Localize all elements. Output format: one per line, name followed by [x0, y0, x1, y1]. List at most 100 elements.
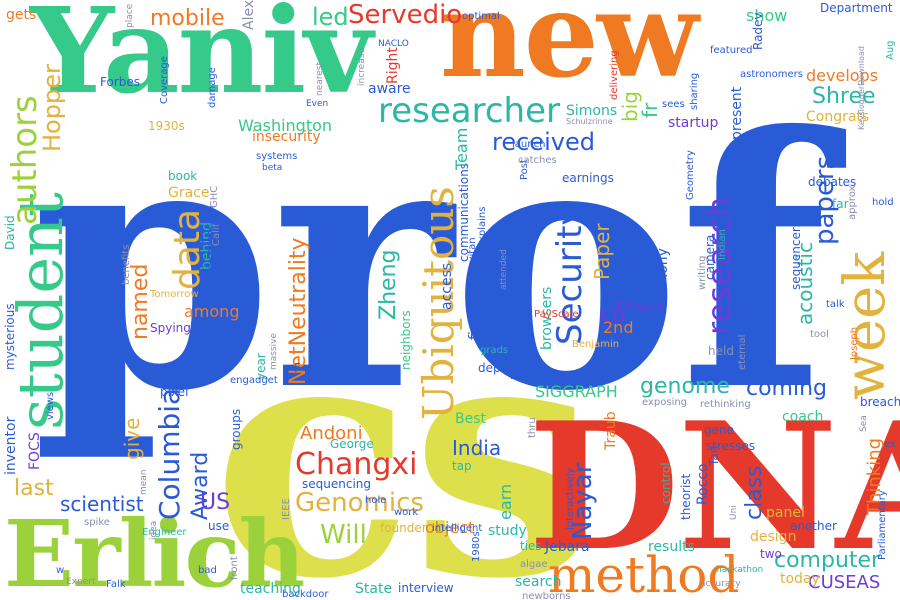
word-w: w [56, 565, 65, 576]
word-accuracy: accuracy [700, 579, 741, 589]
word-George: George [330, 437, 374, 451]
word-control: control [659, 462, 673, 504]
word-US: US [200, 490, 231, 515]
word-Congrats: Congrats [806, 109, 870, 125]
word-GHC: GHC [209, 185, 220, 208]
word-design: design [750, 529, 797, 545]
word-theorist: theorist [679, 473, 693, 520]
word-Alex: Alex [241, 0, 257, 30]
word-another: another [790, 519, 837, 533]
word-interview: interview [398, 581, 454, 595]
word-1980s: 1980s [471, 531, 482, 562]
word-prof: prof [32, 62, 828, 467]
word-Spying: Spying [150, 321, 191, 335]
word-sees: sees [662, 99, 685, 110]
word-engadget: engadget [230, 375, 278, 386]
word-founder: founder [380, 521, 427, 535]
word-book: book [168, 169, 198, 183]
word-co: co [600, 302, 626, 327]
word-debates: debates [808, 175, 857, 189]
word-received: received [492, 128, 595, 156]
word-sequencing: sequencing [302, 477, 371, 491]
word-intelligent: intelligent [432, 523, 483, 534]
word-grads: grads [480, 345, 509, 356]
word-spike: spike [84, 517, 110, 528]
word-F: F [294, 361, 301, 375]
word-camera: camera [703, 234, 717, 280]
word-FOCS: FOCS [27, 432, 43, 470]
word-pixel: pixel [160, 385, 189, 399]
word-Security: Security [550, 205, 590, 345]
word-Geometry: Geometry [685, 150, 696, 200]
word-delivering: delivering [609, 50, 620, 100]
word-David: David [3, 215, 17, 250]
word-explains: explains [477, 206, 488, 248]
word-use: use [208, 519, 230, 533]
word-named: named [128, 263, 153, 340]
word-Expert: Expert [66, 577, 96, 587]
word-bad: bad [198, 565, 217, 576]
word-earnings: earnings [562, 171, 614, 185]
word-thru: thru [527, 417, 538, 438]
word-researcher: researcher [378, 91, 560, 131]
word-backdoor: backdoor [282, 589, 329, 600]
word-Traub: Traub [603, 411, 619, 450]
word-Simons: Simons [566, 103, 618, 119]
word-KeysloggerDownload: KeysloggerDownload [857, 46, 866, 130]
word-among: among [184, 302, 240, 321]
word-breach: breach [860, 395, 900, 409]
word-genome: genome [640, 374, 730, 399]
word-method: method [548, 546, 740, 600]
word-big: big [618, 91, 642, 122]
word-Even: Even [306, 99, 329, 109]
word-gets: gets [6, 7, 37, 23]
word-Paper: Paper [590, 223, 614, 280]
word-last: last [14, 476, 54, 501]
word-tap: tap [452, 459, 472, 473]
word-present: present [729, 86, 745, 140]
word-study: study [488, 523, 527, 539]
word-place: place [125, 3, 135, 28]
word-class: class [742, 465, 767, 520]
word-depart: depart [478, 361, 518, 375]
word-Tomorrow: Tomorrow [150, 289, 199, 300]
word-PayScale: PayScale [534, 309, 579, 320]
word-Indian: Indian [717, 229, 728, 260]
word-groups: groups [229, 408, 243, 450]
word-Grace: Grace [168, 185, 210, 201]
word-mean: mean [139, 469, 149, 495]
word-mysterious: mysterious [3, 303, 17, 370]
word-inventor: inventor [3, 416, 19, 475]
word-Best: Best [455, 411, 487, 427]
word-Hopper: Hopper [38, 64, 66, 152]
word-access: access [439, 262, 455, 310]
word-neighbors: neighbors [399, 310, 413, 370]
word-approx: approx [847, 185, 858, 220]
word-two: two [760, 547, 782, 561]
word-new: new [440, 0, 698, 104]
word-mobile: mobile [150, 6, 225, 31]
word-Mitigate: Mitigate [615, 299, 664, 313]
word-Coverage: Coverage [159, 56, 170, 104]
word-computer: computer [774, 548, 881, 573]
word-Benjamin: Benjamin [572, 339, 620, 350]
word-Radev: Radev [751, 12, 765, 50]
word-fr: fr [638, 102, 662, 118]
word-massive: massive [269, 332, 279, 370]
word-million: million [509, 212, 520, 246]
word-Team: Team [452, 127, 471, 170]
word-algae: algae [520, 559, 548, 570]
word-CUSEAS: CUSEAS [808, 572, 881, 593]
word-far: far [832, 197, 849, 211]
word-stresses: stresses [706, 439, 756, 453]
word-idea: idea [149, 520, 159, 540]
word-ties: ties [520, 539, 542, 553]
word-cs: cs [212, 263, 597, 600]
word-first: first [467, 312, 483, 340]
word-scientist: scientist [60, 492, 144, 516]
word-increase: increase [357, 48, 367, 86]
word-student: student [4, 192, 77, 430]
word-optimal: optimal [462, 11, 500, 22]
word-Washington: Washington [238, 116, 333, 135]
